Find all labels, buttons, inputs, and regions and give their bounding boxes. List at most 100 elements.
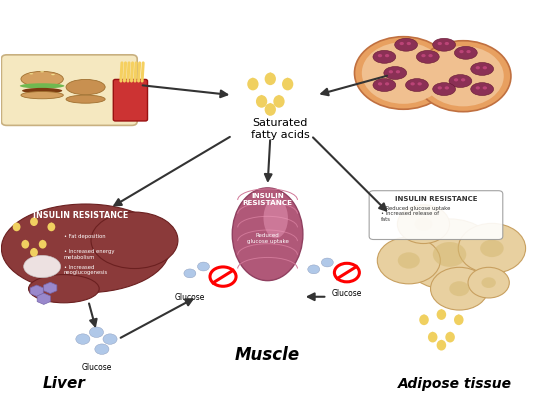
Circle shape <box>308 265 320 274</box>
Ellipse shape <box>2 205 170 293</box>
Circle shape <box>459 51 464 54</box>
Circle shape <box>422 55 426 58</box>
Ellipse shape <box>274 96 284 109</box>
Ellipse shape <box>48 223 55 232</box>
Circle shape <box>385 83 389 86</box>
Text: • Increased release of
fats: • Increased release of fats <box>381 211 438 222</box>
Ellipse shape <box>265 73 276 86</box>
Circle shape <box>389 71 393 74</box>
Ellipse shape <box>454 315 464 325</box>
Ellipse shape <box>419 315 429 325</box>
Circle shape <box>476 67 480 70</box>
Text: Adipose tissue: Adipose tissue <box>398 377 512 390</box>
Circle shape <box>354 38 452 110</box>
FancyBboxPatch shape <box>2 55 137 126</box>
Text: INSULIN RESISTANCE: INSULIN RESISTANCE <box>395 196 477 201</box>
Polygon shape <box>285 78 290 83</box>
Text: Glucose: Glucose <box>331 288 361 297</box>
Polygon shape <box>456 314 461 318</box>
Text: • Increased energy
metabolism: • Increased energy metabolism <box>64 249 114 260</box>
Polygon shape <box>439 309 443 313</box>
Circle shape <box>76 334 90 345</box>
Circle shape <box>429 55 433 58</box>
Text: • Reduced glucose uptake: • Reduced glucose uptake <box>381 206 450 211</box>
Circle shape <box>480 240 504 258</box>
Polygon shape <box>32 217 35 221</box>
Circle shape <box>322 258 333 267</box>
Ellipse shape <box>437 340 446 351</box>
Ellipse shape <box>21 92 63 100</box>
Ellipse shape <box>30 218 38 226</box>
Circle shape <box>362 43 445 104</box>
Circle shape <box>483 67 487 70</box>
Circle shape <box>476 87 480 90</box>
Ellipse shape <box>395 39 418 52</box>
Ellipse shape <box>454 47 477 60</box>
Circle shape <box>433 243 466 267</box>
Ellipse shape <box>256 96 267 109</box>
Circle shape <box>402 220 497 290</box>
FancyBboxPatch shape <box>113 80 147 122</box>
Ellipse shape <box>20 84 64 89</box>
Text: INSULIN RESISTANCE: INSULIN RESISTANCE <box>33 211 128 220</box>
Circle shape <box>449 281 470 296</box>
Ellipse shape <box>433 39 455 52</box>
Circle shape <box>378 83 382 86</box>
Circle shape <box>431 268 488 310</box>
Circle shape <box>407 43 411 46</box>
Ellipse shape <box>437 309 446 320</box>
Polygon shape <box>23 240 27 243</box>
Polygon shape <box>448 332 452 336</box>
Ellipse shape <box>29 74 33 75</box>
Circle shape <box>396 71 400 74</box>
Polygon shape <box>439 340 443 343</box>
Ellipse shape <box>30 248 38 257</box>
Ellipse shape <box>247 79 259 91</box>
Ellipse shape <box>21 240 29 249</box>
Circle shape <box>90 327 104 338</box>
Circle shape <box>95 344 109 354</box>
Circle shape <box>103 334 117 345</box>
Ellipse shape <box>373 79 396 92</box>
Ellipse shape <box>232 188 303 281</box>
Ellipse shape <box>66 80 105 96</box>
Polygon shape <box>50 223 53 226</box>
Circle shape <box>414 218 432 231</box>
Polygon shape <box>32 248 35 251</box>
Text: Saturated
fatty acids: Saturated fatty acids <box>251 118 310 140</box>
Ellipse shape <box>40 72 44 73</box>
FancyBboxPatch shape <box>369 191 503 240</box>
Text: Glucose: Glucose <box>81 362 111 371</box>
Circle shape <box>418 83 422 86</box>
Ellipse shape <box>417 51 439 64</box>
Ellipse shape <box>446 332 455 343</box>
Circle shape <box>334 264 359 282</box>
Circle shape <box>198 262 210 271</box>
Circle shape <box>378 55 382 58</box>
Ellipse shape <box>384 67 407 80</box>
Polygon shape <box>41 240 44 243</box>
Polygon shape <box>422 314 426 318</box>
Text: Reduced
glucose uptake: Reduced glucose uptake <box>247 232 288 243</box>
Circle shape <box>437 43 442 46</box>
Ellipse shape <box>39 240 46 249</box>
Circle shape <box>458 224 526 274</box>
Circle shape <box>423 47 504 107</box>
Polygon shape <box>15 223 19 226</box>
Ellipse shape <box>23 256 61 278</box>
Ellipse shape <box>471 63 494 76</box>
Ellipse shape <box>406 79 429 92</box>
Ellipse shape <box>21 72 63 87</box>
Circle shape <box>385 55 389 58</box>
Polygon shape <box>259 96 264 100</box>
Circle shape <box>482 277 496 288</box>
Text: Liver: Liver <box>43 375 85 390</box>
Circle shape <box>184 269 196 278</box>
Ellipse shape <box>264 198 288 239</box>
Circle shape <box>400 43 404 46</box>
Circle shape <box>411 83 415 86</box>
Polygon shape <box>268 103 273 108</box>
Ellipse shape <box>449 75 472 88</box>
Ellipse shape <box>13 223 21 232</box>
Ellipse shape <box>373 51 396 64</box>
